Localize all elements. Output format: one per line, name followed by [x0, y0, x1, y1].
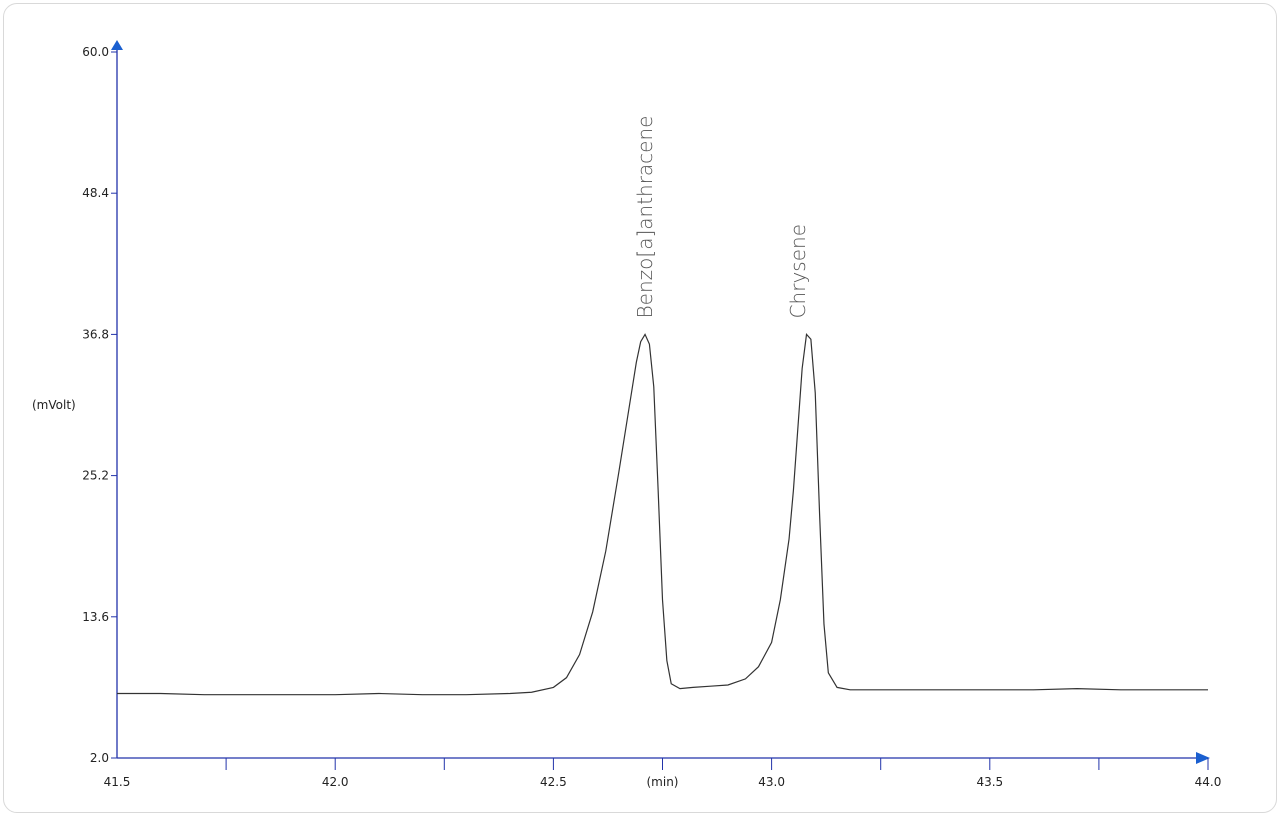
series-line [117, 333, 1208, 696]
chart-frame [3, 3, 1277, 813]
x-axis-ticks: 41.5 42.0 42.5 43.0 43.5 44.0 [104, 758, 1222, 789]
y-axis-arrow [111, 40, 123, 50]
x-axis-label: (min) [647, 775, 679, 789]
y-tick-label: 2.0 [90, 751, 109, 765]
y-tick-label: 60.0 [82, 45, 109, 59]
peak-label: Benzo[a]anthracene [633, 116, 657, 319]
x-tick-label: 42.0 [322, 775, 349, 789]
y-tick-label: 25.2 [82, 469, 109, 483]
y-axis-ticks: 2.0 13.6 25.2 36.8 48.4 60.0 [82, 45, 117, 765]
y-tick-label: 36.8 [82, 327, 109, 341]
y-tick-label: 48.4 [82, 186, 109, 200]
x-tick-label: 44.0 [1195, 775, 1222, 789]
x-tick-label: 43.0 [758, 775, 785, 789]
x-tick-label: 43.5 [976, 775, 1003, 789]
x-axis-arrow [1196, 752, 1210, 764]
x-tick-label: 41.5 [104, 775, 131, 789]
peak-annotations: Benzo[a]anthracene Chrysene [633, 116, 810, 319]
y-axis-label: (mVolt) [32, 398, 76, 412]
peak-label: Chrysene [786, 224, 810, 318]
y-tick-label: 13.6 [82, 610, 109, 624]
x-tick-label: 42.5 [540, 775, 567, 789]
axes [111, 40, 1210, 764]
